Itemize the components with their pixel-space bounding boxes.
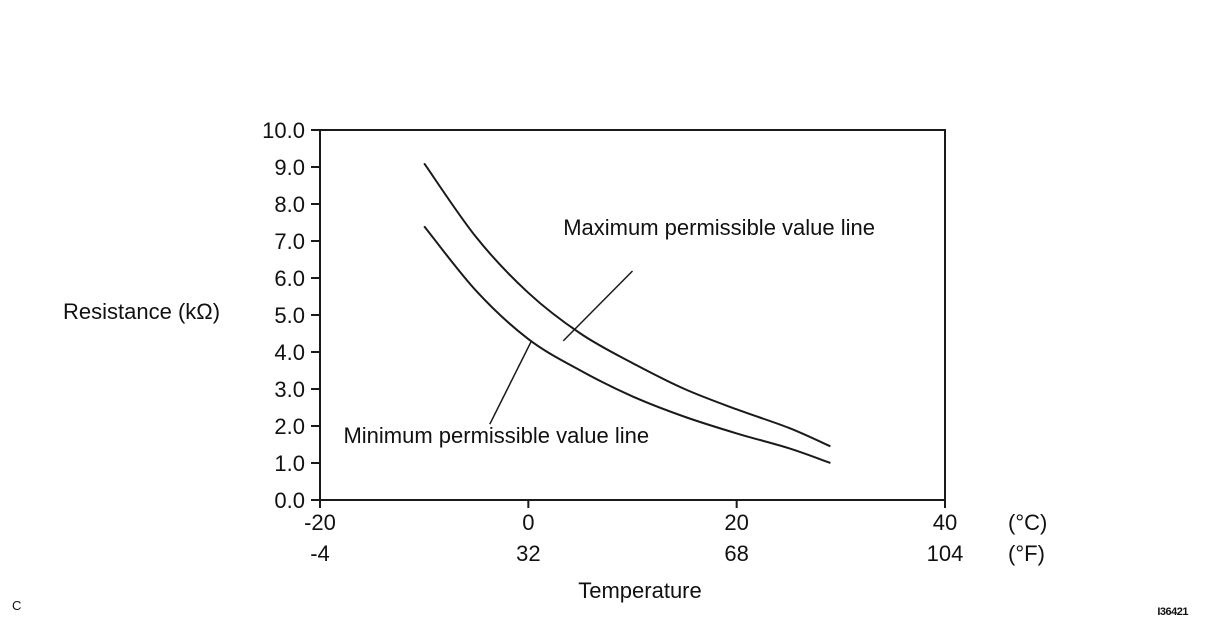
x-tick-label-celsius: 20 xyxy=(724,510,748,535)
page-corner-label: C xyxy=(12,598,22,613)
x-tick-label-celsius: 40 xyxy=(933,510,957,535)
figure-code-label: I36421 xyxy=(1157,606,1188,618)
y-tick-label: 0.0 xyxy=(274,488,305,513)
maximum-annotation-leader-line xyxy=(562,270,634,342)
y-tick-label: 1.0 xyxy=(274,451,305,476)
maximum-permissible-curve xyxy=(423,162,831,448)
y-axis-title: Resistance (kΩ) xyxy=(63,299,221,324)
y-tick-label: 8.0 xyxy=(274,192,305,217)
x-unit-fahrenheit: (°F) xyxy=(1008,541,1045,566)
y-tick-label: 4.0 xyxy=(274,340,305,365)
y-tick-label: 3.0 xyxy=(274,377,305,402)
maximum-annotation-label: Maximum permissible value line xyxy=(563,215,875,240)
y-tick-label: 2.0 xyxy=(274,414,305,439)
y-tick-label: 7.0 xyxy=(274,229,305,254)
x-tick-label-celsius: 0 xyxy=(522,510,534,535)
x-tick-label-fahrenheit: 68 xyxy=(724,541,748,566)
y-tick-label: 6.0 xyxy=(274,266,305,291)
x-axis-title: Temperature xyxy=(578,578,702,603)
y-tick-label: 10.0 xyxy=(262,118,305,143)
y-tick-label: 5.0 xyxy=(274,303,305,328)
x-tick-label-celsius: -20 xyxy=(304,510,336,535)
minimum-annotation-label: Minimum permissible value line xyxy=(343,423,649,448)
x-tick-label-fahrenheit: -4 xyxy=(310,541,330,566)
minimum-annotation-leader-line xyxy=(489,340,533,425)
y-tick-label: 9.0 xyxy=(274,155,305,180)
minimum-permissible-curve xyxy=(423,225,831,464)
x-tick-label-fahrenheit: 32 xyxy=(516,541,540,566)
x-tick-label-fahrenheit: 104 xyxy=(927,541,964,566)
x-unit-celsius: (°C) xyxy=(1008,510,1047,535)
